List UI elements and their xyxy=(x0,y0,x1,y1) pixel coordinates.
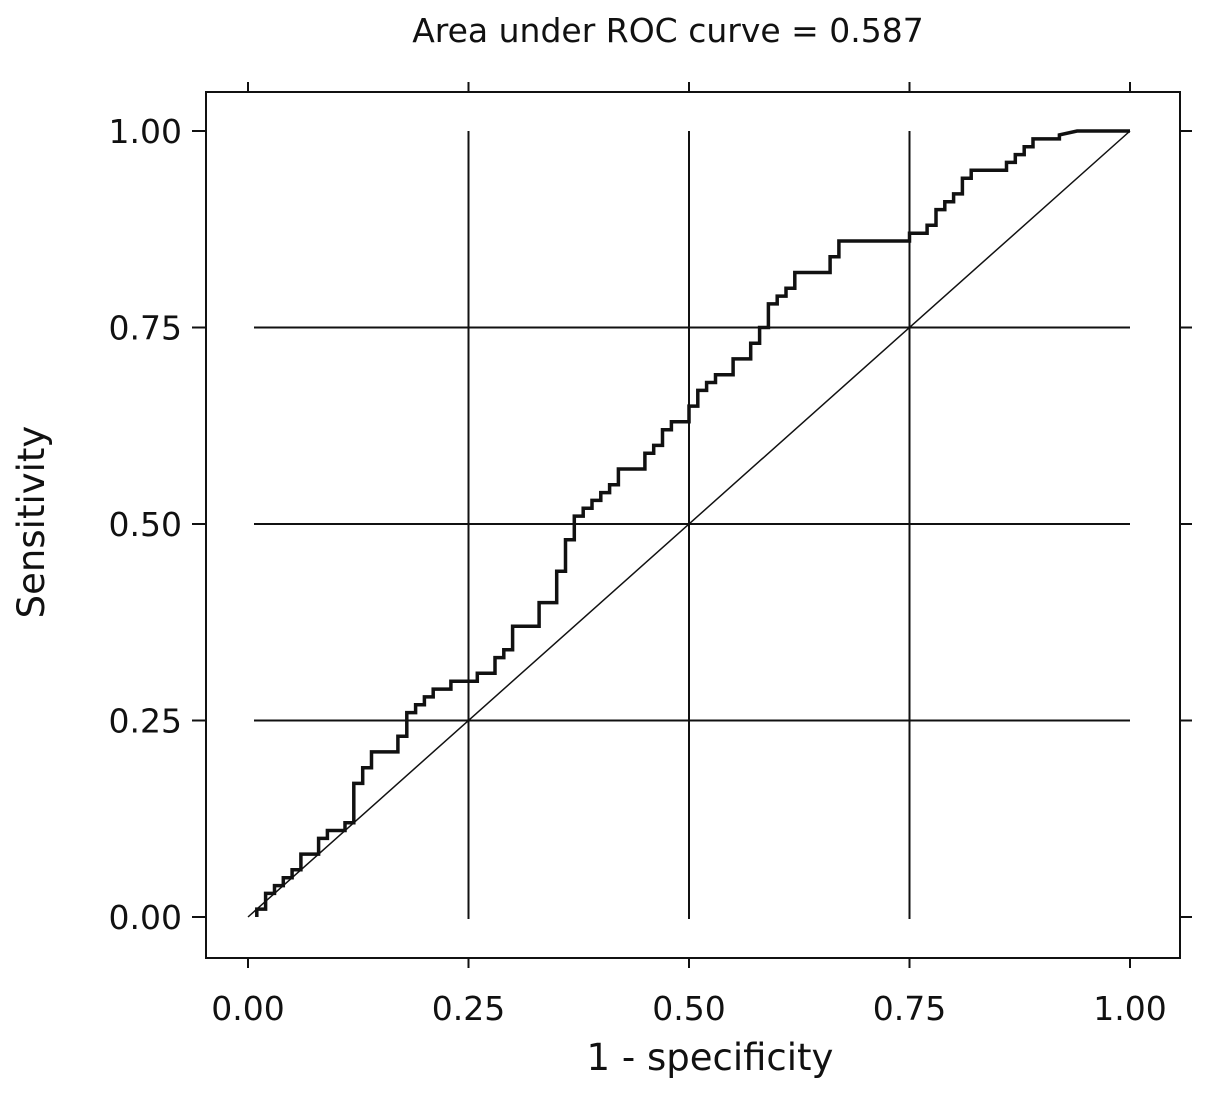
y-axis-title: Sensitivity xyxy=(10,426,53,619)
reference-diagonal-line xyxy=(247,130,1131,918)
y-tick-label: 0.00 xyxy=(109,898,182,937)
y-tick-label: 0.25 xyxy=(109,702,182,741)
grid-lines xyxy=(254,131,1130,919)
axis-ticks xyxy=(192,82,1192,968)
x-tick-label: 0.75 xyxy=(873,989,946,1028)
chart-title: Area under ROC curve = 0.587 xyxy=(412,11,924,50)
x-tick-label: 0.00 xyxy=(211,989,284,1028)
x-tick-label: 0.50 xyxy=(652,989,725,1028)
series-layer xyxy=(247,129,1131,918)
y-tick-label: 1.00 xyxy=(109,112,182,151)
x-axis-title: 1 - specificity xyxy=(587,1036,834,1079)
y-tick-label: 0.50 xyxy=(109,505,182,544)
roc-curve-line xyxy=(255,129,1130,917)
x-tick-label: 0.25 xyxy=(432,989,505,1028)
y-tick-label: 0.75 xyxy=(109,309,182,348)
x-tick-label: 1.00 xyxy=(1093,989,1166,1028)
tick-labels: 0.00 0.25 0.50 0.75 1.00 0.00 0.25 0.50 0.75 1.00 xyxy=(109,112,1167,1028)
